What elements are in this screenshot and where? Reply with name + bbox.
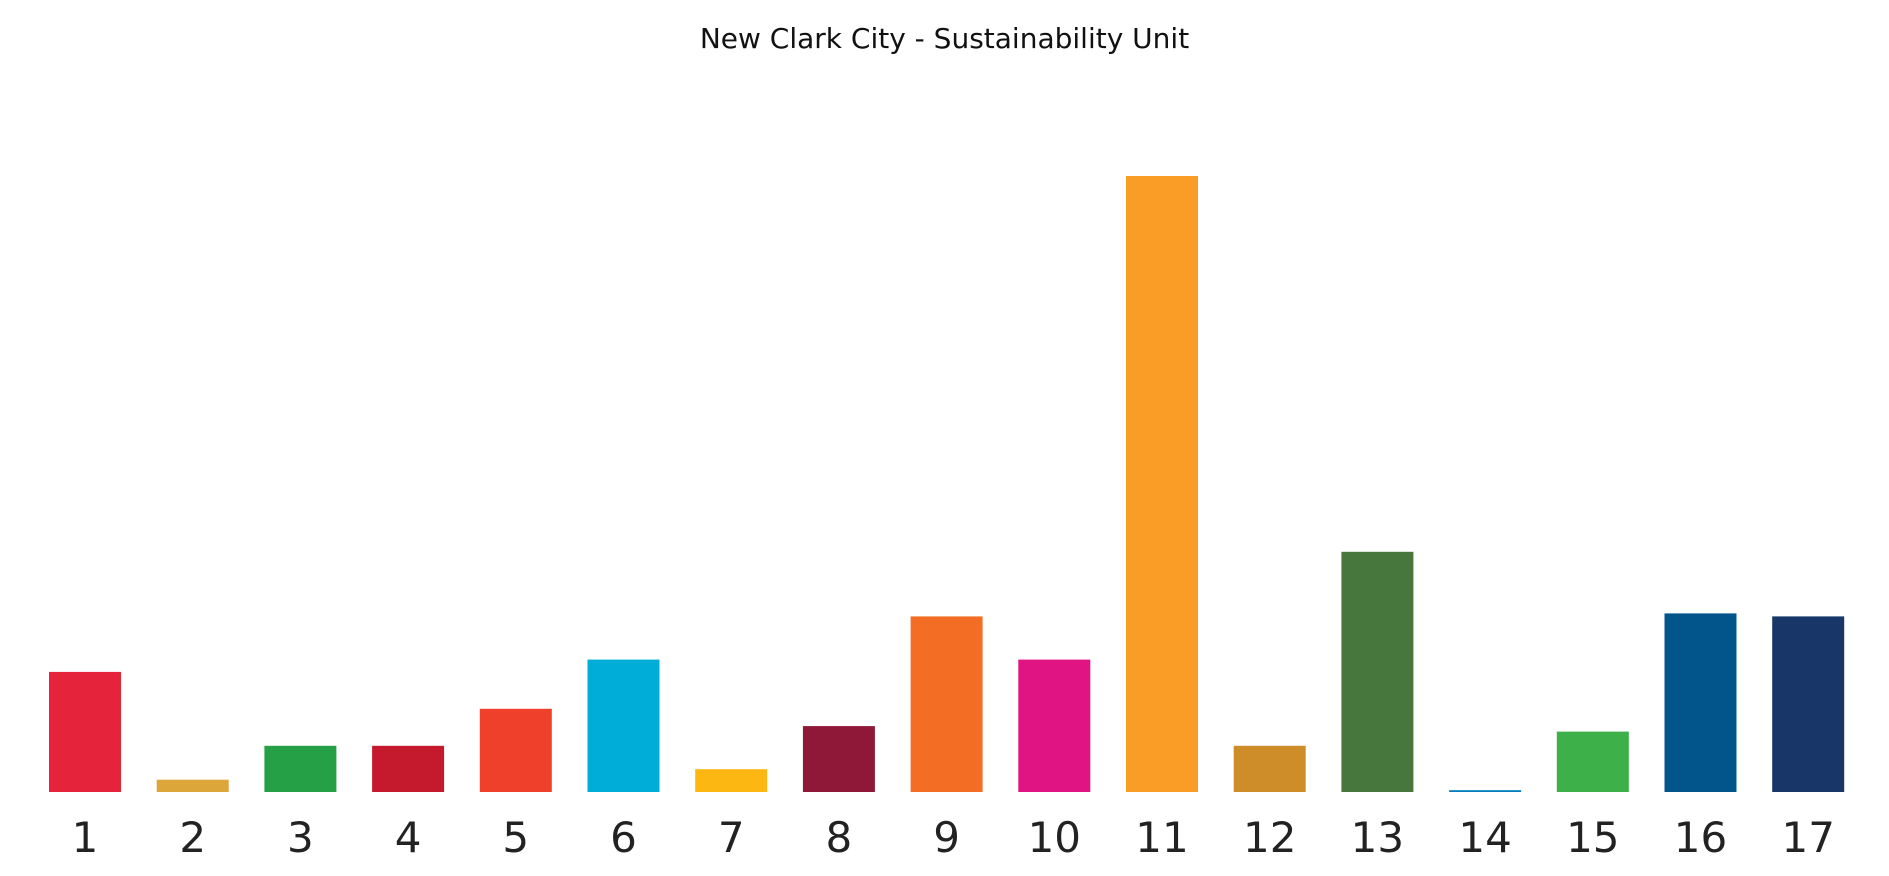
x-tick-label-15: 15 [1566,813,1619,862]
x-tick-label-11: 11 [1135,813,1188,862]
bar-1 [49,671,121,792]
bar-10 [1018,659,1091,792]
x-tick-labels: 1 2 3 4 5 6 7 8 9 10 11 12 13 14 15 16 17 [72,813,1835,862]
bar-7 [695,769,768,792]
bar-17 [1772,616,1845,792]
x-tick-label-14: 14 [1458,813,1511,862]
x-tick-label-6: 6 [610,813,637,862]
x-tick-label-3: 3 [287,813,314,862]
bar-4 [372,745,445,792]
bar-13 [1341,551,1414,792]
bar-8 [802,726,875,792]
bars-layer [49,176,1845,792]
bar-11 [1126,176,1198,792]
x-tick-label-13: 13 [1351,813,1404,862]
x-tick-label-9: 9 [933,813,960,862]
chart-title: New Clark City - Sustainability Unit [699,22,1190,55]
bar-5 [479,708,552,792]
bar-14 [1449,790,1522,792]
x-tick-label-16: 16 [1674,813,1727,862]
bar-12 [1233,745,1306,792]
bar-9 [910,616,983,792]
x-tick-label-17: 17 [1781,813,1834,862]
bar-16 [1664,613,1737,792]
x-tick-label-1: 1 [72,813,99,862]
x-tick-label-4: 4 [395,813,422,862]
x-tick-label-12: 12 [1243,813,1296,862]
x-tick-label-5: 5 [502,813,529,862]
bar-3 [264,745,337,792]
bar-2 [156,779,229,792]
bar-15 [1556,731,1629,792]
bar-6 [587,659,660,792]
x-tick-label-8: 8 [826,813,853,862]
x-tick-label-2: 2 [179,813,206,862]
x-tick-label-10: 10 [1028,813,1081,862]
x-tick-label-7: 7 [718,813,745,862]
